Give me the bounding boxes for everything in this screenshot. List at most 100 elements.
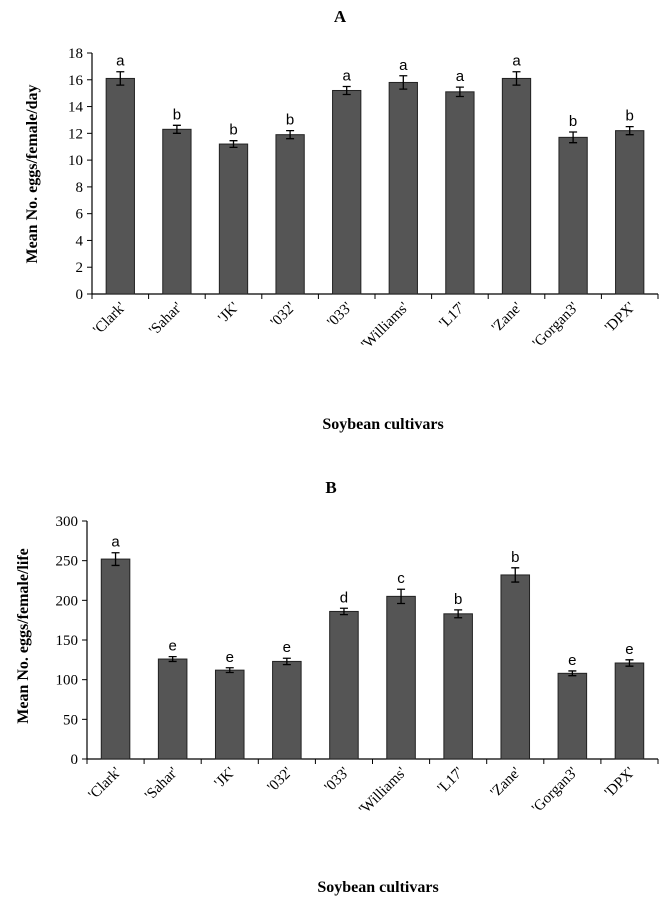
chart-a-y-axis-title: Mean No. eggs/female/day (24, 84, 41, 263)
chart-1-category-label: 'L17' (435, 764, 467, 796)
chart-0-y-tick-label: 16 (68, 73, 84, 89)
chart-0-error-bar (229, 140, 238, 149)
chart-1-error-bar (397, 588, 406, 605)
chart-1-category-label: 'Gorgan3' (529, 764, 581, 816)
chart-1-y-tick-label: 150 (56, 633, 79, 649)
chart-0-bar (615, 130, 645, 295)
chart-1-significance-letter: c (397, 570, 405, 587)
chart-1-significance-letter: a (111, 534, 120, 551)
chart-1-error-bar (511, 567, 520, 583)
chart-0-y-tick-label: 10 (68, 153, 83, 169)
chart-0-bar (218, 143, 249, 295)
chart-0-y-tick-label: 14 (68, 100, 84, 116)
chart-1-error-bar (568, 670, 577, 677)
chart-1-bar (157, 658, 188, 760)
chart-b-plot-area: 0 50 100 150 200 250 300 a 'Clark' e 'Sahar' e 'JK' e… (56, 514, 659, 818)
chart-0-category-label: 'L17' (436, 299, 468, 331)
chart-a-title: A (334, 7, 347, 26)
chart-0-category-label: 'Clark' (90, 299, 129, 338)
chart-0-significance-letter: b (626, 108, 634, 125)
chart-0-significance-letter: a (512, 53, 521, 70)
chart-0-bar (445, 91, 475, 295)
chart-0-bar (388, 81, 418, 295)
chart-1-y-tick-label: 250 (56, 554, 79, 570)
chart-1-error-bar (625, 659, 634, 667)
chart-0-significance-letter: a (343, 67, 352, 84)
chart-1-error-bar (168, 656, 177, 663)
chart-1-significance-letter: e (625, 641, 633, 658)
chart-1-error-bar (282, 657, 291, 666)
chart-1-significance-letter: e (283, 639, 291, 656)
chart-0-bar (558, 136, 588, 295)
chart-0-category-label: 'DPX' (602, 299, 639, 336)
chart-1-bar (100, 558, 131, 760)
chart-0-significance-letter: b (229, 122, 237, 139)
chart-1-error-bar (339, 607, 348, 616)
chart-1-error-bar (225, 667, 234, 674)
chart-0-error-bar (286, 130, 295, 140)
chart-a-x-axis-title: Soybean cultivars (322, 416, 443, 433)
chart-1-category-label: 'Zane' (488, 764, 525, 801)
chart-1-y-tick-label: 200 (56, 593, 79, 609)
chart-1-bar (386, 595, 416, 760)
chart-1-bar (557, 672, 588, 760)
chart-1-category-label: 'DPX' (602, 764, 639, 801)
chart-1-category-label: 'JK' (212, 764, 239, 791)
chart-0-significance-letter: b (569, 113, 577, 130)
chart-0-category-label: 'JK' (215, 299, 242, 326)
chart-0-error-bar (512, 71, 521, 86)
chart-0-error-bar (399, 75, 408, 90)
chart-0-y-tick-label: 6 (76, 207, 84, 223)
chart-1-significance-letter: e (168, 638, 176, 655)
chart-1-category-label: '032' (265, 764, 296, 795)
chart-1-y-tick-label: 300 (56, 514, 79, 530)
chart-0-y-tick-label: 8 (76, 180, 84, 196)
chart-0-error-bar (342, 85, 351, 96)
chart-0-category-label: '032' (268, 299, 299, 330)
chart-1-bar (272, 660, 302, 760)
chart-0-error-bar (172, 124, 181, 134)
chart-1-category-label: '033' (322, 764, 353, 795)
chart-1-bar (443, 613, 473, 760)
chart-a-plot-area: 0 2 4 6 8 10 12 14 16 18 a 'Clark' b 'Sahar' b 'JK' b '03… (68, 46, 659, 353)
chart-0-category-label: 'Zane' (489, 299, 526, 336)
chart-1-significance-letter: b (511, 549, 519, 566)
chart-b: B Mean No. eggs/female/life Soybean cult… (15, 478, 659, 896)
chart-0-bar (105, 77, 135, 295)
chart-1-significance-letter: e (226, 649, 234, 666)
chart-0-category-label: '033' (324, 299, 355, 330)
chart-1-error-bar (111, 552, 120, 567)
chart-0-significance-letter: b (286, 112, 294, 129)
chart-0-significance-letter: a (399, 57, 408, 74)
chart-1-y-tick-label: 50 (63, 712, 78, 728)
chart-1-y-tick-label: 0 (71, 752, 79, 768)
chart-1-category-label: 'Sahar' (142, 764, 181, 803)
chart-0-y-tick-label: 18 (68, 46, 83, 62)
chart-1-bar (329, 610, 359, 760)
chart-0-category-label: 'Gorgan3' (530, 299, 582, 351)
chart-0-bar (275, 134, 305, 295)
chart-0-error-bar (625, 125, 634, 136)
chart-1-bar (500, 574, 531, 760)
chart-1-category-label: 'Clark' (86, 764, 125, 803)
chart-0-y-tick-label: 0 (76, 287, 84, 303)
chart-0-significance-letter: a (456, 68, 465, 85)
chart-0-y-tick-label: 4 (76, 233, 84, 249)
chart-0-significance-letter: a (116, 53, 125, 70)
chart-0-category-label: 'Williams' (359, 299, 413, 353)
chart-1-significance-letter: b (454, 591, 462, 608)
chart-0-category-label: 'Sahar' (146, 299, 185, 338)
chart-b-title: B (325, 478, 336, 497)
chart-1-y-tick-label: 100 (56, 673, 79, 689)
chart-0-y-tick-label: 12 (68, 126, 83, 142)
chart-a: A Mean No. eggs/female/day Soybean culti… (24, 7, 659, 433)
chart-1-bar (214, 669, 245, 760)
chart-1-category-label: 'Williams' (356, 764, 410, 818)
chart-0-error-bar (116, 71, 125, 86)
chart-0-bar (501, 77, 532, 295)
chart-b-y-axis-title: Mean No. eggs/female/life (15, 548, 32, 724)
chart-0-error-bar (569, 131, 578, 144)
chart-b-x-axis-title: Soybean cultivars (317, 879, 438, 896)
chart-1-bar (614, 662, 645, 760)
chart-0-bar (162, 128, 192, 295)
